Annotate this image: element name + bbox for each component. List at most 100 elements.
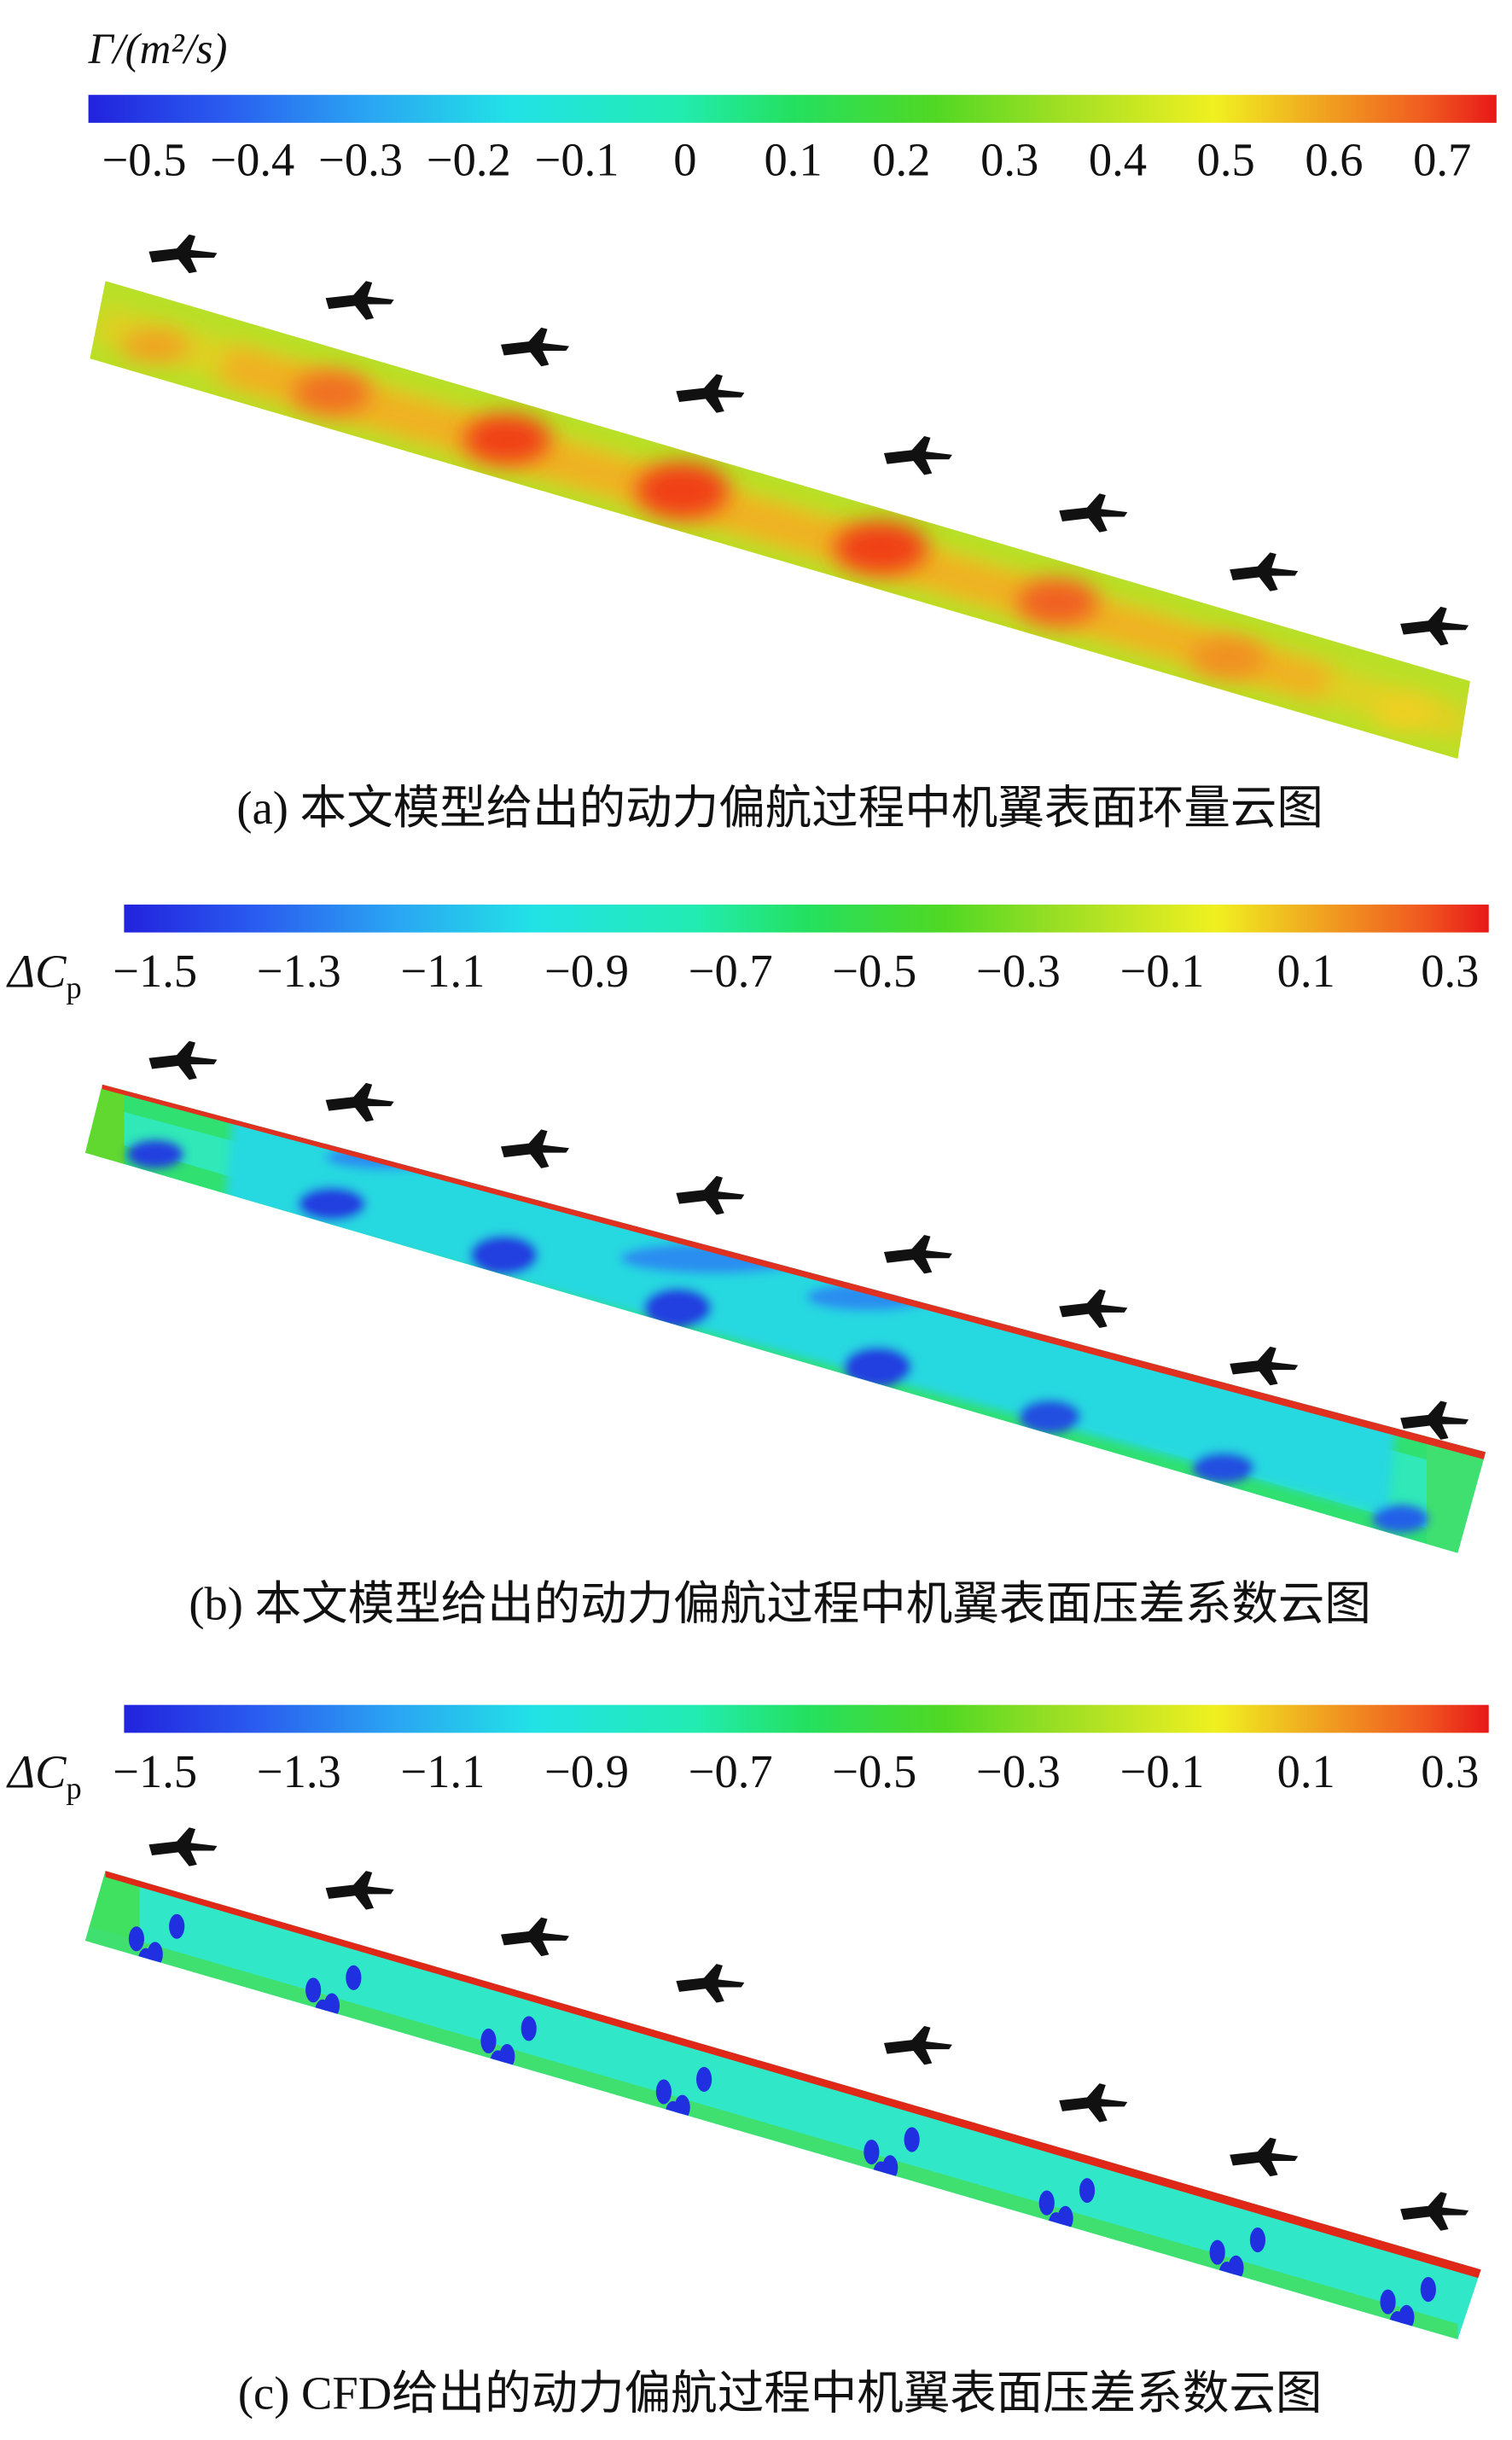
colorbar-label: ΔCp: [6, 945, 82, 1005]
aircraft: [1230, 1346, 1299, 1386]
aircraft: [883, 436, 952, 475]
aircraft: [325, 1871, 394, 1910]
aircraft: [883, 2025, 952, 2065]
blob: [665, 2100, 681, 2126]
aircraft: [1230, 552, 1299, 591]
blob: [904, 2127, 920, 2152]
colorbar: [124, 1704, 1489, 1733]
aircraft-icons: [148, 1827, 1469, 2231]
tick-label: −0.1: [535, 133, 619, 185]
aircraft: [148, 1827, 218, 1866]
tick-label: −1.5: [113, 1745, 197, 1797]
blob: [169, 1913, 185, 1939]
contour-plot: [84, 1084, 1486, 1553]
aircraft: [325, 1082, 394, 1122]
aircraft: [676, 1964, 745, 2003]
colorbar-label: Γ/(m²/s): [88, 26, 228, 73]
blob: [655, 2079, 672, 2105]
tick-label: −0.7: [689, 1745, 773, 1797]
blob: [1209, 2239, 1225, 2265]
contour-plot: [84, 1871, 1481, 2340]
tick-label: −0.5: [102, 133, 187, 185]
label-main: ΔC: [6, 945, 67, 997]
tick-label: 0.1: [1277, 945, 1335, 997]
blob: [346, 1965, 362, 1990]
contour-plot: [90, 281, 1470, 760]
tick-label: 0: [673, 133, 696, 185]
label-sub: p: [66, 971, 81, 1005]
colorbar-ticks: −0.5 −0.4 −0.3 −0.2 −0.1 0 0.1 0.2 0.3 0.4 0.5 0.6 0…: [102, 133, 1472, 185]
blob: [314, 1999, 331, 2024]
blob: [1249, 2227, 1266, 2253]
blob: [490, 2050, 506, 2076]
tick-label: −0.9: [544, 945, 629, 997]
colorbar-ticks: −1.5 −1.3 −1.1 −0.9 −0.7 −0.5 −0.3 −0.1 0.1 0.3: [113, 1745, 1479, 1797]
blob: [873, 2161, 889, 2187]
tick-label: −0.5: [832, 945, 916, 997]
tick-label: −0.1: [1120, 1745, 1205, 1797]
caption: (b) 本文模型给出的动力偏航过程中机翼表面压差系数云图: [189, 1578, 1371, 1630]
tick-label: 0.1: [1277, 1745, 1335, 1797]
colorbar-ticks: −1.5 −1.3 −1.1 −0.9 −0.7 −0.5 −0.3 −0.1 0.1 0.3: [113, 945, 1479, 997]
blob: [696, 2066, 712, 2092]
tick-label: −0.1: [1120, 945, 1205, 997]
aircraft: [1059, 2083, 1128, 2123]
aircraft: [883, 1234, 952, 1274]
tick-label: 0.1: [765, 133, 823, 185]
aircraft: [1400, 2192, 1469, 2231]
blob: [1048, 2212, 1064, 2238]
aircraft: [148, 1040, 218, 1080]
aircraft: [501, 327, 569, 367]
tick-label: 0.3: [1421, 945, 1479, 997]
aircraft: [1230, 2137, 1299, 2177]
aircraft: [148, 234, 218, 274]
tick-label: 0.5: [1197, 133, 1255, 185]
blob: [305, 1977, 322, 2003]
tick-label: −0.4: [210, 133, 294, 185]
label-sub: p: [66, 1772, 81, 1806]
aircraft: [325, 281, 394, 320]
blob: [1079, 2178, 1096, 2204]
aircraft: [1400, 606, 1469, 646]
aircraft: [1059, 1289, 1128, 1329]
tick-label: −0.3: [976, 945, 1061, 997]
tick-label: −0.9: [544, 1745, 629, 1797]
aircraft: [676, 374, 745, 413]
tick-label: 0.4: [1089, 133, 1147, 185]
caption: (c) CFD给出的动力偏航过程中机翼表面压差系数云图: [238, 2367, 1323, 2420]
caption: (a) 本文模型给出的动力偏航过程中机翼表面环量云图: [236, 782, 1323, 834]
tick-label: −0.3: [976, 1745, 1061, 1797]
label-main: ΔC: [6, 1745, 67, 1797]
tick-label: −1.1: [401, 945, 486, 997]
aircraft: [676, 1175, 745, 1215]
blob: [520, 2016, 537, 2041]
colorbar-label: ΔCp: [6, 1745, 82, 1806]
blob: [1380, 2289, 1396, 2315]
tick-label: −1.1: [401, 1745, 486, 1797]
tick-label: −0.3: [318, 133, 403, 185]
tick-label: 0.3: [980, 133, 1038, 185]
tick-label: −0.2: [427, 133, 511, 185]
aircraft: [501, 1917, 569, 1957]
tick-label: −0.7: [689, 945, 773, 997]
blob: [1420, 2277, 1436, 2303]
aircraft-icons: [148, 234, 1469, 646]
tick-label: −1.3: [257, 1745, 341, 1797]
tick-label: 0.6: [1305, 133, 1363, 185]
colorbar: [124, 904, 1489, 933]
blob: [480, 2028, 497, 2053]
tick-label: 0.3: [1421, 1745, 1479, 1797]
tick-label: −1.3: [257, 945, 341, 997]
blob: [1218, 2262, 1235, 2287]
aircraft-icons: [148, 1040, 1469, 1440]
colorbar: [88, 95, 1497, 123]
blob: [1389, 2311, 1405, 2337]
aircraft: [501, 1129, 569, 1168]
blob: [1038, 2190, 1055, 2216]
tick-label: −0.5: [832, 1745, 916, 1797]
tick-label: 0.7: [1413, 133, 1471, 185]
blob: [137, 1948, 154, 1973]
blob: [864, 2140, 880, 2165]
